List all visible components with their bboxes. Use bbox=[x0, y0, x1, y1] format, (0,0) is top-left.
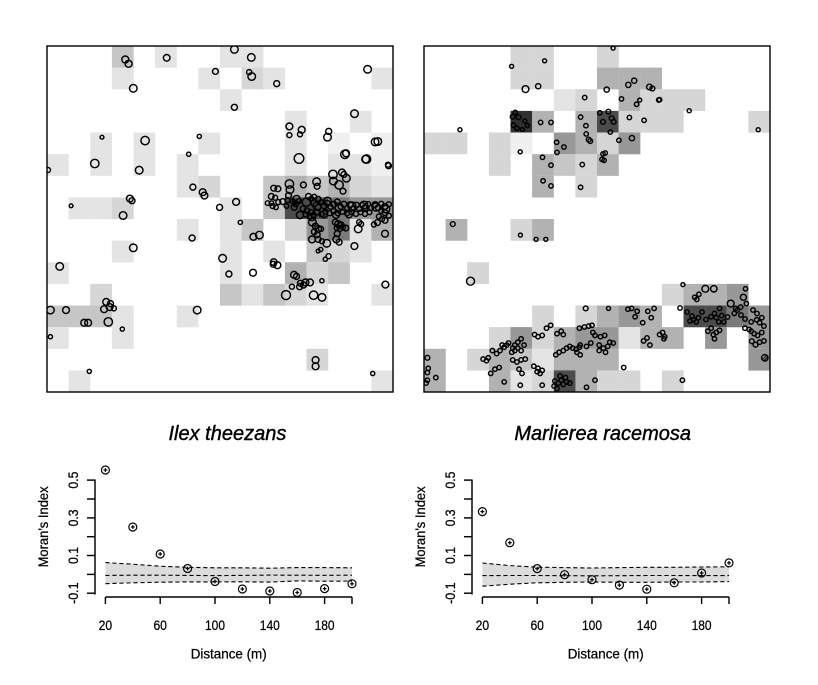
svg-text:-0.1: -0.1 bbox=[65, 582, 81, 604]
svg-text:0.5: 0.5 bbox=[442, 471, 458, 488]
svg-text:140: 140 bbox=[260, 617, 280, 633]
svg-text:Distance (m): Distance (m) bbox=[191, 646, 267, 662]
svg-text:140: 140 bbox=[637, 617, 657, 633]
svg-text:0.1: 0.1 bbox=[442, 547, 458, 564]
svg-text:Ilex theezans: Ilex theezans bbox=[168, 423, 286, 445]
svg-text:0.1: 0.1 bbox=[65, 547, 81, 564]
svg-text:Marlierea racemosa: Marlierea racemosa bbox=[514, 423, 691, 445]
svg-text:0.3: 0.3 bbox=[65, 509, 81, 526]
svg-text:Distance (m): Distance (m) bbox=[568, 646, 644, 662]
svg-text:20: 20 bbox=[476, 617, 490, 633]
svg-text:180: 180 bbox=[692, 617, 712, 633]
svg-text:100: 100 bbox=[582, 617, 602, 633]
svg-text:180: 180 bbox=[315, 617, 335, 633]
svg-text:100: 100 bbox=[205, 617, 225, 633]
svg-text:20: 20 bbox=[99, 617, 113, 633]
svg-text:0.5: 0.5 bbox=[65, 471, 81, 488]
svg-text:-0.1: -0.1 bbox=[442, 582, 458, 604]
svg-text:Moran's Index: Moran's Index bbox=[412, 486, 428, 567]
svg-text:Moran's Index: Moran's Index bbox=[35, 486, 51, 567]
svg-text:60: 60 bbox=[153, 617, 167, 633]
svg-text:0.3: 0.3 bbox=[442, 509, 458, 526]
svg-text:60: 60 bbox=[530, 617, 544, 633]
